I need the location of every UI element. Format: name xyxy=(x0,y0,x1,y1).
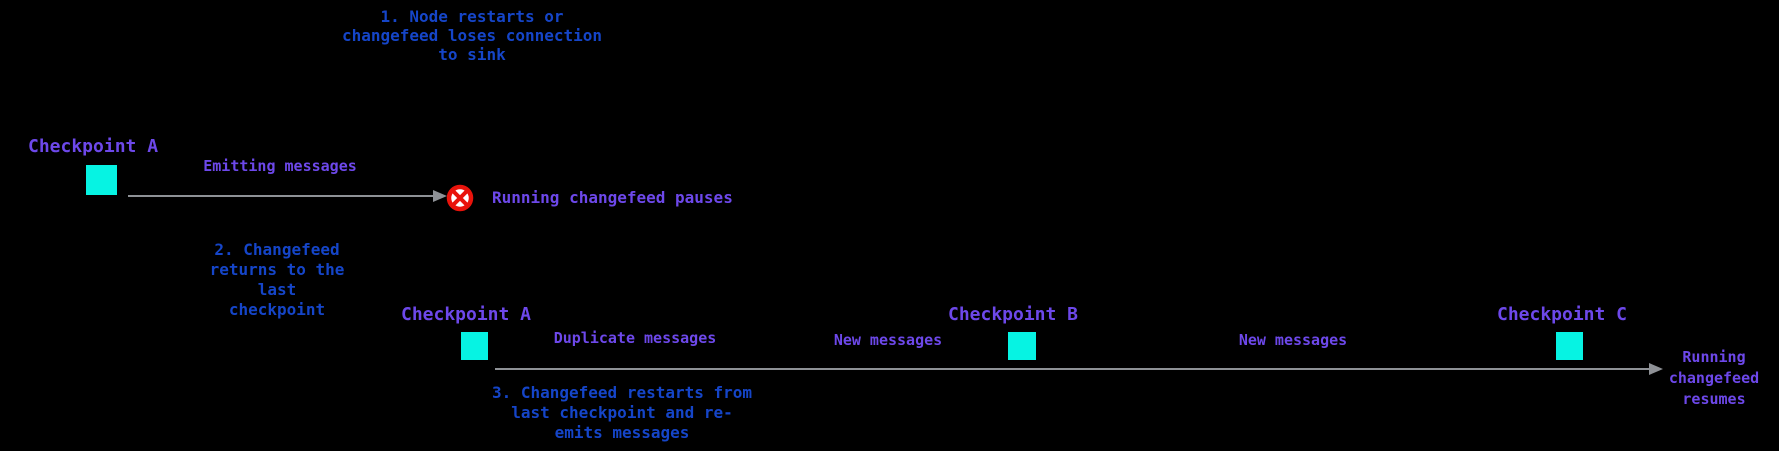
step2-annotation: 2. Changefeed returns to the last checkp… xyxy=(209,240,345,319)
timeline1-arrow-head xyxy=(433,190,447,202)
timeline2-checkpoint-a-label: Checkpoint A xyxy=(400,304,532,325)
duplicate-messages-label: Duplicate messages xyxy=(553,329,717,347)
new-messages-1-label: New messages xyxy=(833,331,943,349)
step3-annotation: 3. Changefeed restarts from last checkpo… xyxy=(491,383,753,442)
timeline2-arrow-line xyxy=(495,368,1652,370)
checkpoint-a2-marker xyxy=(461,332,488,360)
timeline1-checkpoint-a-label: Checkpoint A xyxy=(28,136,159,157)
new-messages-2-label: New messages xyxy=(1238,331,1348,349)
step1-annotation: 1. Node restarts or changefeed loses con… xyxy=(341,7,603,64)
running-changefeed-pauses-label: Running changefeed pauses xyxy=(492,188,733,207)
timeline2-checkpoint-c-label: Checkpoint C xyxy=(1496,304,1628,325)
checkpoint-a-marker xyxy=(86,165,117,195)
emitting-messages-label: Emitting messages xyxy=(203,157,357,175)
timeline2-arrow-head xyxy=(1649,363,1663,375)
crossed-circle-icon xyxy=(446,184,474,212)
timeline1-arrow-line xyxy=(128,195,435,197)
checkpoint-c-marker xyxy=(1556,332,1583,360)
running-changefeed-resumes-label: Running changefeed resumes xyxy=(1668,348,1760,408)
timeline2-checkpoint-b-label: Checkpoint B xyxy=(947,304,1079,325)
checkpoint-b-marker xyxy=(1008,332,1036,360)
